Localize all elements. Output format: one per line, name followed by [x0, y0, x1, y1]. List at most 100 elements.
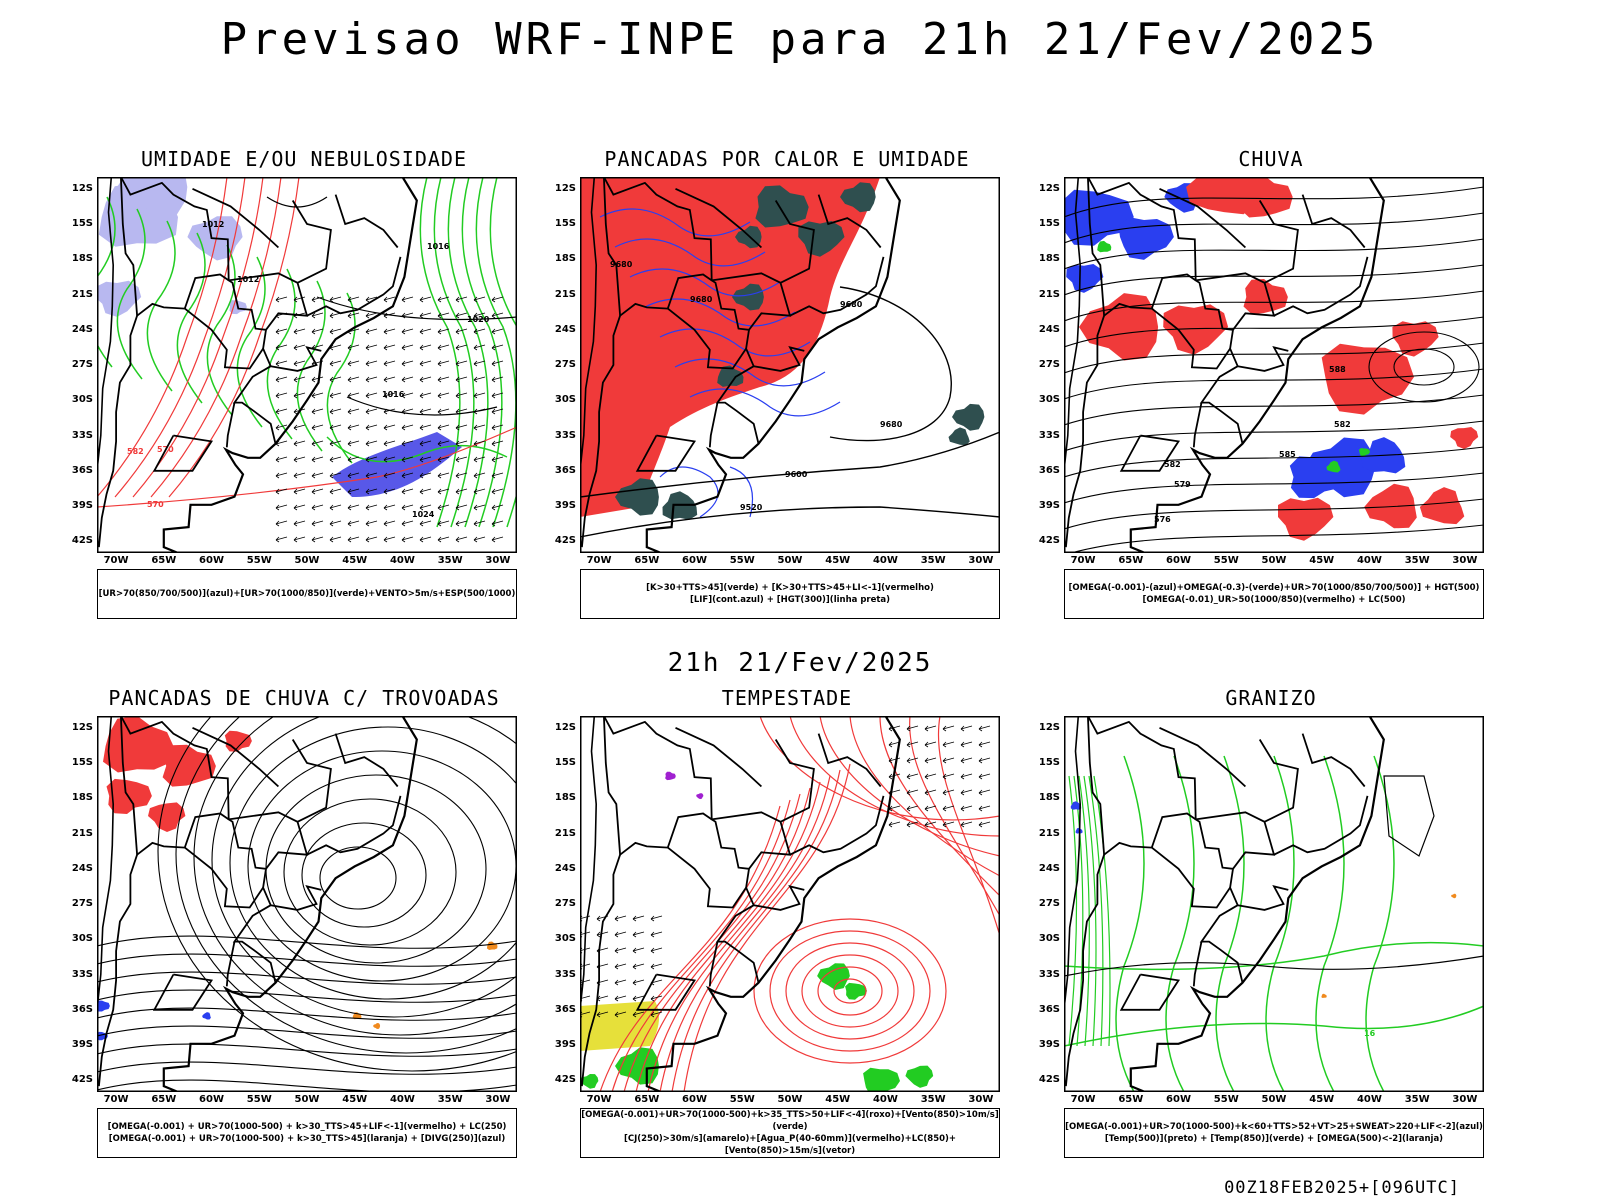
country-border: [1159, 726, 1247, 788]
wind-vector-head: [365, 520, 370, 527]
longitude-label: 45W: [1309, 1094, 1335, 1105]
longitude-label: 40W: [1356, 1094, 1382, 1105]
wind-vector: [942, 821, 955, 826]
red-omega-area: [1450, 427, 1479, 449]
wind-vector-head: [347, 456, 352, 463]
wind-vector: [924, 757, 937, 762]
wind-vector-head: [347, 520, 352, 527]
wind-vector: [329, 424, 342, 429]
country-border: [120, 716, 230, 857]
wind-vector-head: [293, 456, 298, 463]
latitude-label: 33S: [554, 429, 576, 441]
wind-vector: [347, 440, 360, 445]
wind-vector: [275, 392, 288, 397]
wind-vector-head: [632, 995, 637, 1002]
wind-vector: [960, 773, 973, 778]
wind-vector-head: [906, 821, 911, 828]
wind-vector-head: [437, 392, 442, 399]
wind-vector: [419, 504, 432, 509]
streamline: [229, 726, 517, 1000]
teal-instability-area: [948, 427, 970, 446]
wind-vector: [924, 789, 937, 794]
wind-vector: [311, 520, 324, 525]
wind-vector: [401, 440, 414, 445]
wind-vector-head: [401, 376, 406, 383]
wind-vector-head: [293, 472, 298, 479]
teal-instability-area: [755, 185, 809, 228]
map-frame: 12S 15S 18S 21S 24S 27S 30S 33S 36S 39S 42S 70W 65W 6…: [555, 716, 1000, 1105]
wind-vector: [401, 472, 414, 477]
streamline: [97, 971, 517, 985]
wind-vector: [473, 488, 486, 493]
wind-vector: [473, 376, 486, 381]
temp850-contour: [1265, 755, 1295, 1092]
wind-vector: [437, 344, 450, 349]
wind-vector-head: [419, 360, 424, 367]
red-instability-area: [580, 177, 880, 517]
wind-vector-head: [906, 805, 911, 812]
green-humidity-contour: [489, 177, 517, 528]
country-border: [667, 846, 747, 909]
longitude-label: 60W: [682, 555, 707, 566]
wind-vector: [596, 995, 609, 1000]
streamline: [785, 942, 915, 1040]
wind-vector: [978, 773, 991, 778]
latitude-label: 24S: [1038, 862, 1060, 874]
wind-vector: [293, 456, 306, 461]
wind-vector-head: [419, 328, 424, 335]
wind-vector-head: [311, 328, 316, 335]
wind-vector-head: [455, 424, 460, 431]
blue-divergence-area: [97, 1000, 110, 1012]
wind-vector: [437, 504, 450, 509]
country-border: [1151, 846, 1231, 909]
streamline: [1064, 498, 1484, 530]
wind-vector: [473, 440, 486, 445]
legend-line: [OMEGA(-0.001)+UR>70(1000-500)+k<60+TTS>…: [1065, 1122, 1483, 1132]
streamline: [193, 716, 517, 1036]
wind-vector-head: [437, 504, 442, 511]
latitude-label: 33S: [71, 968, 93, 980]
wind-vector: [632, 995, 645, 1000]
wind-vector: [311, 328, 324, 333]
wind-vector: [365, 344, 378, 349]
wind-vector-head: [978, 821, 983, 828]
country-border: [98, 315, 138, 548]
wind-vector: [924, 725, 937, 730]
green-humidity-contour: [266, 268, 296, 440]
wind-vector-head: [632, 931, 637, 938]
wind-vector: [924, 805, 937, 810]
wind-vector-head: [473, 360, 478, 367]
wind-vector-head: [293, 328, 298, 335]
wind-vector-head: [419, 488, 424, 495]
wind-vector: [491, 440, 504, 445]
lavender-area: [97, 280, 142, 317]
lifted-index-contour: [689, 388, 841, 417]
streamline: [753, 918, 947, 1064]
wind-vector-head: [311, 536, 316, 543]
wind-vector: [491, 536, 504, 541]
teal-instability-area: [717, 365, 744, 387]
streamlines: [97, 716, 517, 1092]
map-border: [580, 177, 1000, 553]
country-border: [1258, 200, 1299, 284]
wind-vector: [650, 995, 663, 1000]
wind-vector-head: [491, 344, 496, 351]
wind-vector-head: [383, 376, 388, 383]
latitude-label: 36S: [71, 1003, 93, 1015]
wind-vector: [401, 520, 414, 525]
wind-vector-head: [311, 424, 316, 431]
wind-vector-head: [437, 456, 442, 463]
wind-vector: [473, 392, 486, 397]
wind-vector-head: [942, 757, 947, 764]
panel-title: GRANIZO: [1225, 686, 1317, 710]
wind-vector: [329, 408, 342, 413]
wind-vector-head: [942, 725, 947, 732]
orange-storm-area: [373, 1023, 381, 1029]
wind-vector: [632, 963, 645, 968]
wind-vector-head: [419, 344, 424, 351]
main-title: Previsao WRF-INPE para 21h 21/Fev/2025: [220, 14, 1380, 65]
country-border: [152, 973, 214, 1011]
streamline: [1064, 186, 1484, 218]
wind-vector: [401, 456, 414, 461]
wind-vector: [455, 488, 468, 493]
